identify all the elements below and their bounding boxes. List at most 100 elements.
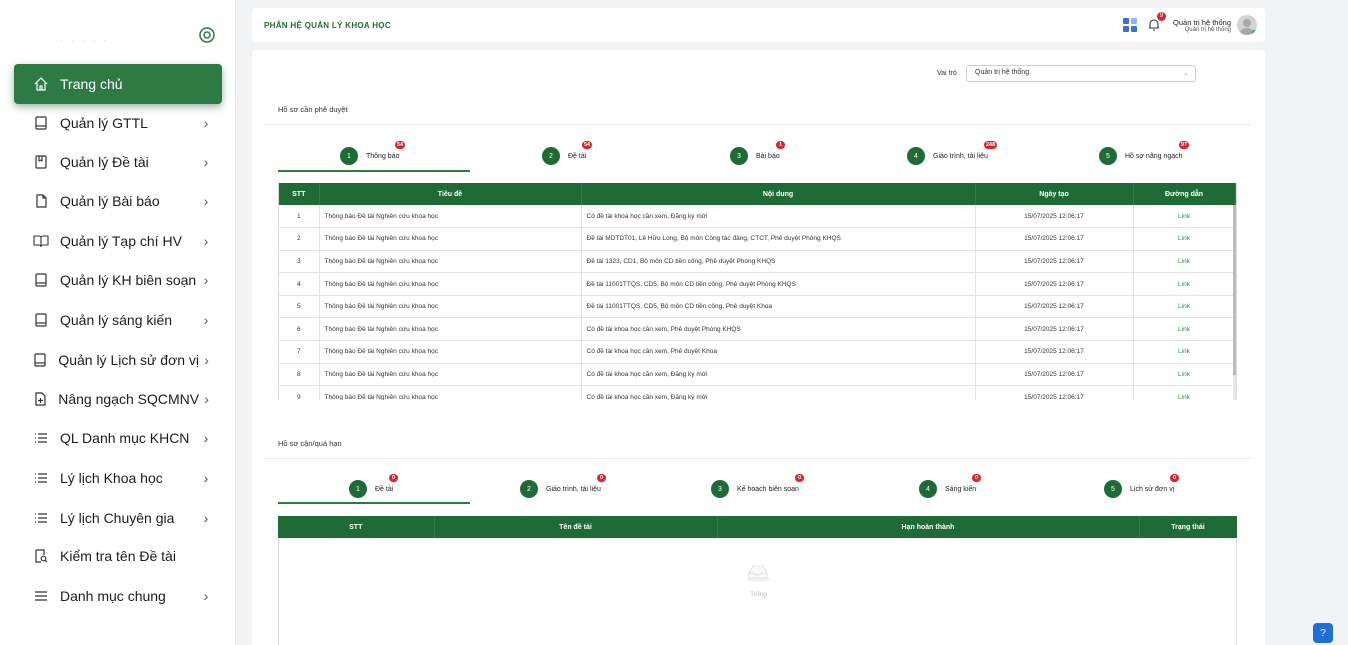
step-tab-3[interactable]: 3 Kế hoạch biên soạn 0 bbox=[711, 474, 804, 504]
sidebar-item-3[interactable]: Quản lý Đề tài › bbox=[14, 144, 222, 180]
sidebar-item-label: Nâng ngạch SQCMNV bbox=[58, 391, 200, 407]
table-scrollbar[interactable] bbox=[1233, 205, 1236, 400]
row-link[interactable]: Link bbox=[1133, 227, 1236, 251]
sidebar-item-label: Danh mục chung bbox=[60, 588, 166, 604]
table-cell: Thông báo Đề tài Nghiên cứu khoa học bbox=[319, 340, 582, 364]
apps-grid-icon[interactable] bbox=[1123, 18, 1138, 32]
chevron-right-icon: › bbox=[203, 588, 209, 604]
notification-bell-icon[interactable]: 9 bbox=[1147, 12, 1167, 32]
row-link[interactable]: Link bbox=[1133, 295, 1236, 319]
table-cell: Có đề tài khoa học cần xem, Phê duyệt Ph… bbox=[581, 317, 976, 342]
step-count-badge: 0 bbox=[972, 474, 981, 482]
sidebar-item-label: Quản lý Tạp chí HV bbox=[60, 233, 182, 249]
chevron-right-icon: › bbox=[204, 352, 209, 368]
step-label: Thông báo bbox=[366, 152, 400, 160]
step-label: Sáng kiến bbox=[945, 485, 977, 493]
table-row: 4 Thông báo Đề tài Nghiên cứu khoa học Đề … bbox=[279, 272, 1236, 296]
table-cell: 8 bbox=[279, 363, 320, 387]
step-tab-1[interactable]: 1 Đề tài 0 bbox=[349, 474, 398, 504]
user-name[interactable]: Quản trị hệ thống bbox=[1173, 17, 1231, 27]
table-row: 7 Thông báo Đề tài Nghiên cứu khoa học Có … bbox=[279, 340, 1236, 364]
row-link[interactable]: Link bbox=[1133, 363, 1236, 387]
sidebar-item-1[interactable]: Trang chủ bbox=[14, 64, 222, 104]
home-icon bbox=[28, 74, 54, 94]
pending-card: Hồ sơ cần phê duyệt 1 Thông báo 54 2 Đề tài 5… bbox=[264, 94, 1252, 419]
online-status-dot bbox=[1252, 30, 1257, 35]
sidebar-item-9[interactable]: Nâng ngạch SQCMNV › bbox=[14, 381, 222, 417]
table-cell: 15/07/2025 12:06:17 bbox=[975, 250, 1134, 274]
sidebar-toggle-icon[interactable] bbox=[198, 26, 216, 44]
sidebar-item-7[interactable]: Quản lý sáng kiến › bbox=[14, 302, 222, 338]
role-label: Vai trò bbox=[937, 70, 957, 77]
list-icon bbox=[28, 508, 54, 528]
sidebar-item-10[interactable]: QL Danh mục KHCN › bbox=[14, 420, 222, 456]
sidebar-item-14[interactable]: Danh mục chung › bbox=[14, 578, 222, 614]
table-row: 2 Thông báo Đề tài Nghiên cứu khoa học Đề … bbox=[279, 227, 1236, 251]
chevron-right-icon: › bbox=[203, 470, 209, 486]
file-icon bbox=[28, 191, 54, 211]
search-doc-icon bbox=[28, 546, 54, 566]
bookmark-icon bbox=[28, 152, 54, 172]
table-cell: Thông báo Đề tài Nghiên cứu khoa học bbox=[319, 227, 582, 251]
step-tab-4[interactable]: 4 Giáo trình, tài liệu 248 bbox=[907, 141, 998, 171]
step-tab-5[interactable]: 5 Hồ sơ nâng ngạch 97 bbox=[1099, 141, 1190, 171]
pending-title: Hồ sơ cần phê duyệt bbox=[278, 105, 348, 114]
step-label: Lịch sử đơn vị bbox=[1130, 485, 1175, 493]
book-icon bbox=[28, 350, 52, 370]
empty-state: Trống bbox=[278, 539, 1237, 645]
empty-text: Trống bbox=[750, 591, 767, 598]
step-tab-5[interactable]: 5 Lịch sử đơn vị 0 bbox=[1104, 474, 1179, 504]
row-link[interactable]: Link bbox=[1133, 385, 1236, 400]
sidebar-item-13[interactable]: Kiểm tra tên Đề tài bbox=[14, 538, 222, 574]
step-label: Đề tài bbox=[568, 152, 587, 160]
chevron-right-icon: › bbox=[203, 193, 209, 209]
step-label: Hồ sơ nâng ngạch bbox=[1125, 152, 1183, 160]
chevron-right-icon: › bbox=[203, 154, 209, 170]
sidebar-item-5[interactable]: Quản lý Tạp chí HV › bbox=[14, 223, 222, 259]
sidebar-item-4[interactable]: Quản lý Bài báo › bbox=[14, 183, 222, 219]
step-count-badge: 1 bbox=[776, 141, 785, 149]
step-tab-3[interactable]: 3 Bài báo 1 bbox=[730, 141, 785, 171]
chevron-right-icon: › bbox=[203, 115, 209, 131]
sidebar-item-12[interactable]: Lý lịch Chuyên gia › bbox=[14, 500, 222, 536]
sidebar-item-label: QL Danh mục KHCN bbox=[60, 430, 190, 446]
step-tab-2[interactable]: 2 Đề tài 54 bbox=[542, 141, 593, 171]
sidebar-item-11[interactable]: Lý lịch Khoa học › bbox=[14, 460, 222, 496]
step-label: Giáo trình, tài liệu bbox=[546, 485, 601, 493]
table-cell: Đề tài 11001TTQS, CD5, Bộ môn CD tiền cô… bbox=[581, 272, 976, 296]
role-select-value: Quản trị hệ thống bbox=[975, 69, 1030, 76]
open-book-icon bbox=[28, 231, 54, 251]
help-icon[interactable]: ? bbox=[1313, 623, 1333, 643]
table-cell: 15/07/2025 12:06:17 bbox=[975, 205, 1134, 229]
sidebar-item-6[interactable]: Quản lý KH biên soạn › bbox=[14, 262, 222, 298]
table-row: 1 Thông báo Đề tài Nghiên cứu khoa học Có … bbox=[279, 205, 1236, 229]
step-count-badge: 0 bbox=[1170, 474, 1179, 482]
file-plus-icon bbox=[28, 389, 52, 409]
step-number: 2 bbox=[520, 480, 538, 498]
avatar[interactable] bbox=[1237, 15, 1257, 35]
table-cell: 2 bbox=[279, 227, 320, 251]
sidebar-item-label: Quản lý Đề tài bbox=[60, 154, 149, 170]
step-count-badge: 0 bbox=[389, 474, 398, 482]
row-link[interactable]: Link bbox=[1133, 250, 1236, 274]
table-cell: 15/07/2025 12:06:17 bbox=[975, 363, 1134, 387]
row-link[interactable]: Link bbox=[1133, 317, 1236, 342]
table-row: 5 Thông báo Đề tài Nghiên cứu khoa học Đề … bbox=[279, 295, 1236, 319]
step-tab-1[interactable]: 1 Thông báo 54 bbox=[340, 141, 406, 171]
empty-inbox-icon bbox=[745, 561, 771, 583]
overdue-card: Hồ sơ cận/quá hạn 1 Đề tài 0 2 Giáo trình, t… bbox=[264, 427, 1252, 645]
logo: · · · · · bbox=[60, 36, 110, 45]
step-tab-2[interactable]: 2 Giáo trình, tài liệu 0 bbox=[520, 474, 606, 504]
table-cell: 15/07/2025 12:06:17 bbox=[975, 385, 1134, 400]
table-cell: Thông báo Đề tài Nghiên cứu khoa học bbox=[319, 250, 582, 274]
row-link[interactable]: Link bbox=[1133, 340, 1236, 364]
overdue-steps: 1 Đề tài 0 2 Giáo trình, tài liệu 0 3 Kế hoạch … bbox=[278, 474, 1238, 504]
sidebar-item-2[interactable]: Quản lý GTTL › bbox=[14, 105, 222, 141]
column-header: STT bbox=[278, 516, 435, 538]
row-link[interactable]: Link bbox=[1133, 272, 1236, 296]
role-select[interactable]: Quản trị hệ thống ⌄ bbox=[966, 65, 1196, 82]
row-link[interactable]: Link bbox=[1133, 205, 1236, 229]
step-tab-4[interactable]: 4 Sáng kiến 0 bbox=[919, 474, 981, 504]
sidebar-item-8[interactable]: Quản lý Lịch sử đơn vị › bbox=[14, 342, 222, 378]
step-label: Giáo trình, tài liệu bbox=[933, 152, 988, 160]
